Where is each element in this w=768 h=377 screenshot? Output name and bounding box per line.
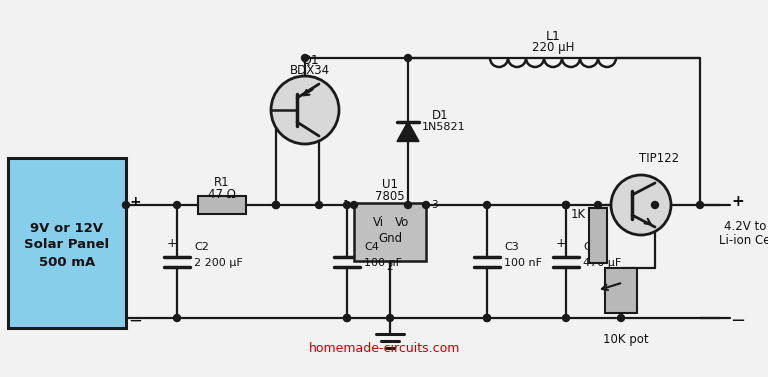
Circle shape	[562, 201, 570, 208]
Text: C4: C4	[364, 242, 379, 253]
Text: +: +	[732, 195, 744, 210]
Circle shape	[386, 314, 393, 322]
Circle shape	[484, 201, 491, 208]
Text: U1: U1	[382, 178, 398, 192]
Circle shape	[343, 314, 350, 322]
Text: Vo: Vo	[395, 216, 409, 230]
Text: 1K: 1K	[571, 208, 585, 222]
Circle shape	[405, 201, 412, 208]
Circle shape	[651, 201, 658, 208]
Circle shape	[343, 314, 350, 322]
Text: +: +	[556, 237, 566, 250]
Circle shape	[174, 314, 180, 322]
Text: 1N5821: 1N5821	[422, 123, 466, 132]
Circle shape	[484, 314, 491, 322]
Circle shape	[271, 76, 339, 144]
Text: Q1: Q1	[301, 54, 319, 66]
Circle shape	[594, 201, 601, 208]
Circle shape	[273, 201, 280, 208]
FancyBboxPatch shape	[198, 196, 246, 214]
Text: −: −	[730, 312, 746, 330]
Text: 2: 2	[386, 262, 393, 272]
Text: 1: 1	[343, 200, 349, 210]
Text: TIP122: TIP122	[639, 153, 679, 166]
Text: homemade-circuits.com: homemade-circuits.com	[310, 342, 461, 354]
Text: Li-ion Cell: Li-ion Cell	[719, 233, 768, 247]
Circle shape	[562, 201, 570, 208]
FancyBboxPatch shape	[8, 158, 126, 328]
Circle shape	[422, 201, 429, 208]
Text: 470 μF: 470 μF	[583, 259, 621, 268]
Text: C2: C2	[194, 242, 209, 253]
Circle shape	[617, 314, 624, 322]
Text: 500 mA: 500 mA	[39, 256, 95, 268]
Circle shape	[611, 175, 671, 235]
Text: 3: 3	[431, 200, 437, 210]
Text: BDX34: BDX34	[290, 63, 330, 77]
Text: 10K pot: 10K pot	[603, 334, 649, 346]
FancyBboxPatch shape	[605, 268, 637, 313]
Text: R1: R1	[214, 176, 230, 190]
FancyBboxPatch shape	[589, 208, 607, 263]
Text: D1: D1	[432, 109, 449, 122]
Text: 9V or 12V: 9V or 12V	[31, 222, 104, 234]
Text: L1: L1	[545, 29, 561, 43]
Circle shape	[697, 201, 703, 208]
Text: C3: C3	[504, 242, 518, 253]
Circle shape	[405, 55, 412, 61]
Text: +: +	[167, 237, 177, 250]
Text: 47 Ω: 47 Ω	[208, 187, 236, 201]
Circle shape	[174, 201, 180, 208]
Text: Gnd: Gnd	[378, 233, 402, 245]
Circle shape	[123, 201, 130, 208]
Circle shape	[484, 314, 491, 322]
Polygon shape	[397, 121, 419, 141]
Text: 2 200 μF: 2 200 μF	[194, 259, 243, 268]
Text: 220 μH: 220 μH	[531, 40, 574, 54]
Circle shape	[273, 201, 280, 208]
Circle shape	[343, 201, 350, 208]
Text: +: +	[129, 195, 141, 209]
Text: 100 nF: 100 nF	[504, 259, 542, 268]
Text: Solar Panel: Solar Panel	[25, 239, 110, 251]
Text: 100 nF: 100 nF	[364, 259, 402, 268]
Text: C1: C1	[583, 242, 598, 253]
Text: −: −	[128, 312, 142, 330]
FancyBboxPatch shape	[354, 203, 426, 261]
Circle shape	[302, 55, 309, 61]
Text: Vi: Vi	[372, 216, 383, 230]
Circle shape	[316, 201, 323, 208]
Text: 7805: 7805	[376, 190, 405, 204]
Text: 4.2V to: 4.2V to	[723, 221, 766, 233]
Circle shape	[350, 201, 357, 208]
Circle shape	[562, 314, 570, 322]
